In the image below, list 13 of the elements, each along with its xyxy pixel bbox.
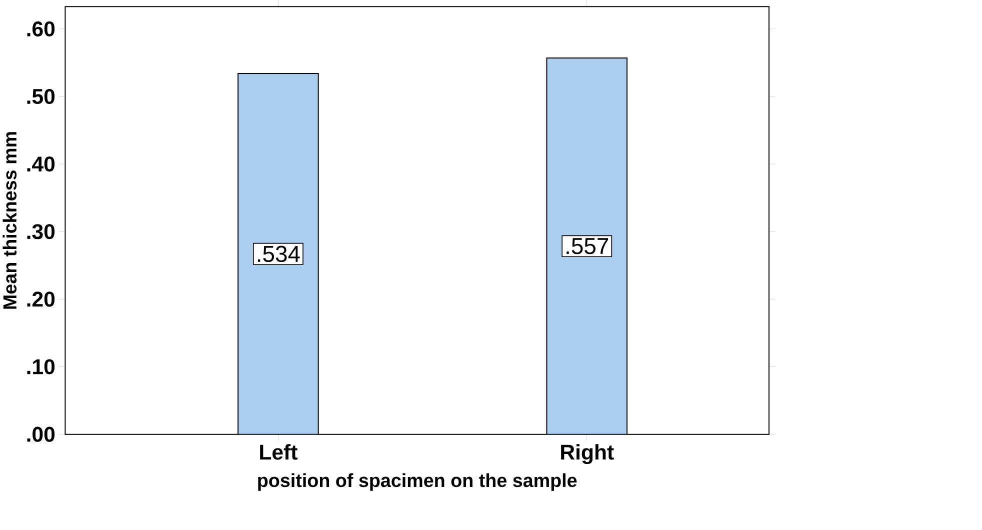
y-tick-label: .40 [27, 156, 55, 172]
y-tick-label: .30 [27, 224, 55, 240]
data-label: .534 [258, 246, 300, 262]
data-label: .557 [566, 238, 608, 254]
x-tick-label: Right [561, 444, 614, 464]
y-axis-title: Mean thickness mm [2, 132, 17, 309]
y-tick-label: .50 [27, 88, 55, 104]
x-axis-title: position of spacimen on the sample [258, 473, 577, 491]
y-tick-label: .60 [27, 21, 55, 36]
x-tick-label: Left [260, 444, 298, 460]
y-tick-label: .00 [27, 426, 55, 442]
y-tick-label: .10 [27, 359, 55, 374]
y-tick-label: .20 [27, 292, 55, 307]
